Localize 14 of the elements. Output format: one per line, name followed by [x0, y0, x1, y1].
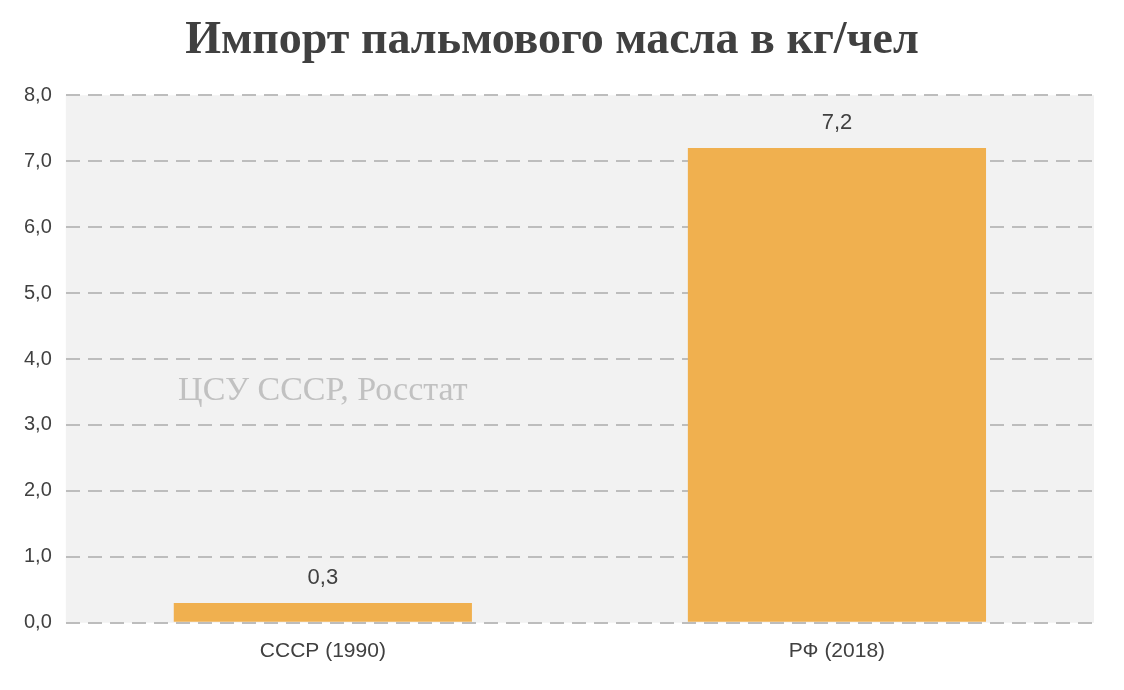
y-tick-label: 0,0 — [23, 610, 52, 633]
x-tick-label: РФ (2018) — [788, 638, 886, 662]
y-tick-label: 4,0 — [23, 346, 52, 369]
data-label: 7,2 — [821, 109, 853, 135]
y-tick-label: 1,0 — [23, 544, 52, 567]
x-tick-label: СССР (1990) — [259, 638, 386, 662]
y-tick-label: 3,0 — [23, 412, 52, 435]
y-tick-label: 8,0 — [23, 82, 52, 105]
data-label: 0,3 — [307, 564, 339, 590]
y-tick-label: 6,0 — [23, 214, 52, 237]
y-tick-label: 2,0 — [23, 478, 52, 501]
y-tick-label: 5,0 — [23, 280, 52, 303]
y-tick-label: 7,0 — [23, 148, 52, 171]
chart-title: Импорт пальмового масла в кг/чел — [185, 12, 919, 64]
